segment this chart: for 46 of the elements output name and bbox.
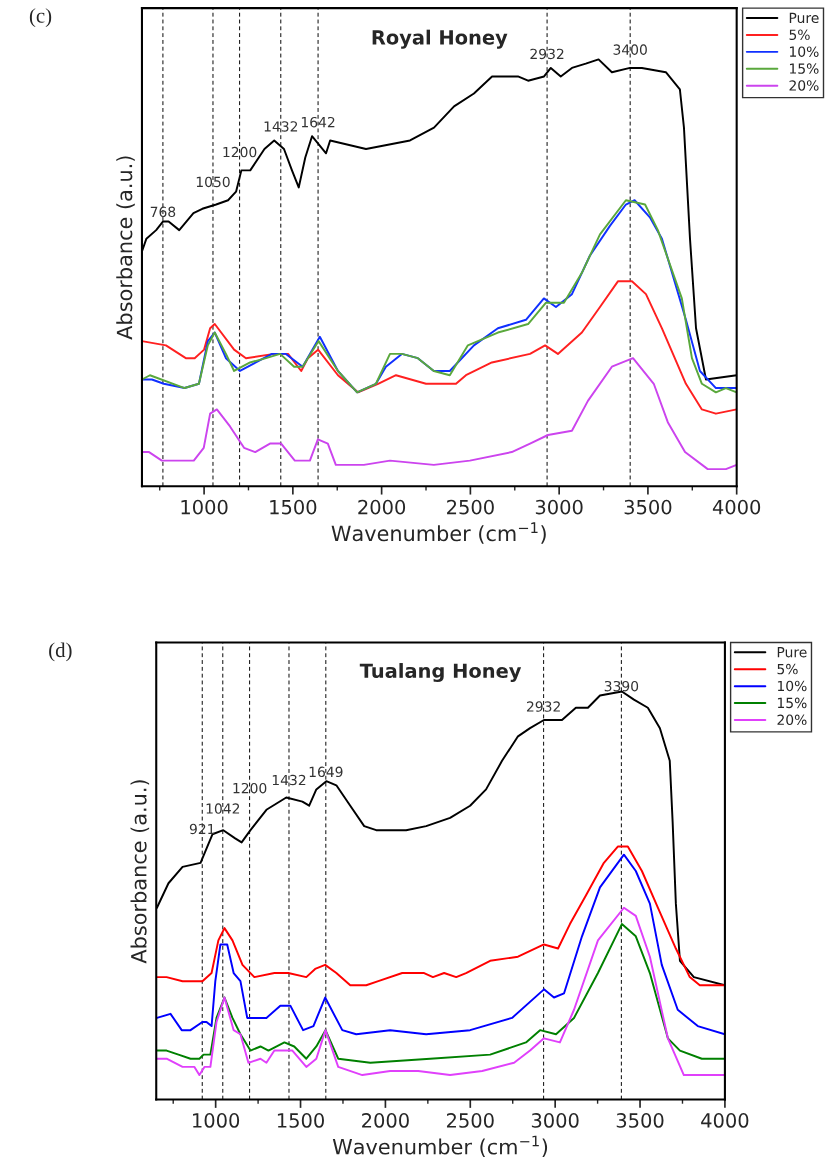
annotation: 3400 — [613, 44, 647, 55]
legend-label: 15% — [789, 63, 819, 74]
annotation: 1050 — [196, 176, 230, 188]
x-tick-label: 3000 — [535, 499, 583, 515]
x-tick-label: 1000 — [181, 499, 228, 515]
text: (d) — [49, 642, 72, 662]
legend-label: Pure — [777, 647, 807, 658]
legend-label: 10% — [789, 46, 819, 57]
x-tick-label: 2000 — [358, 499, 406, 515]
annotation: 1432 — [264, 121, 298, 132]
chart-title: Tualang Honey — [359, 663, 522, 682]
y-axis-title: Absorbance (a.u.) — [130, 780, 150, 964]
annotation: 1642 — [301, 116, 335, 128]
annotation: 921 — [189, 823, 215, 835]
x-tick-label: 4000 — [701, 1113, 749, 1128]
x-tick-label: 2500 — [447, 499, 494, 515]
x-tick-label: 1500 — [270, 499, 317, 515]
annotation: 3390 — [604, 680, 639, 692]
legend-label: 20% — [777, 714, 807, 726]
legend-label: 5% — [777, 663, 798, 675]
annotation: 2932 — [526, 701, 560, 712]
annotation: 1042 — [206, 803, 240, 814]
x-tick-label: 2500 — [446, 1113, 494, 1128]
x-axis-title: Wavenumber (cm$^{−1}$) — [332, 1135, 548, 1158]
text: (c) — [29, 8, 52, 28]
legend-label: 5% — [789, 29, 810, 40]
x-tick-label: 2000 — [362, 1113, 409, 1128]
legend-label: 20% — [789, 80, 819, 91]
x-tick-label: 3500 — [624, 499, 672, 515]
legend-label: 15% — [777, 697, 807, 709]
x-tick-label: 3500 — [616, 1113, 664, 1128]
y-axis-title: Absorbance (a.u.) — [116, 156, 135, 340]
x-tick-label: 1000 — [193, 1113, 240, 1128]
x-tick-label: 4000 — [712, 499, 761, 515]
annotation: 1200 — [233, 782, 267, 794]
x-tick-label: 1500 — [277, 1113, 324, 1128]
legend-label: 10% — [777, 680, 807, 692]
x-axis-title: Wavenumber (cm$^{−1}$) — [331, 522, 546, 544]
annotation: 1649 — [309, 766, 343, 778]
annotation: 768 — [150, 206, 176, 218]
annotation: 1432 — [272, 774, 306, 786]
annotation: 1200 — [223, 146, 257, 158]
x-tick-label: 3000 — [531, 1113, 579, 1128]
legend-label: Pure — [789, 12, 819, 24]
chart-title: Royal Honey — [372, 29, 508, 49]
annotation: 2932 — [530, 48, 564, 60]
